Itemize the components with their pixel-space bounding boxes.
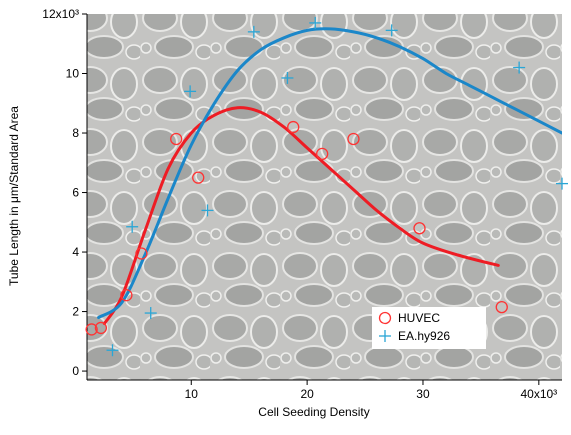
eahy926-data-point [309,16,322,29]
legend-huvec-label: HUVEC [398,311,440,325]
x-axis-ticks: 10 20 30 40x10³ [185,380,557,401]
huvec-data-point [413,222,426,235]
y-tick-label: 8 [72,126,79,140]
y-axis-title: Tube Length in μm/Standard Area [7,106,21,286]
x-tick-label: 10 [185,387,199,401]
legend: HUVEC EA.hy926 [372,307,486,349]
x-tick-label: 30 [416,387,430,401]
huvec-data-point [192,171,205,184]
data-points [85,16,568,357]
huvec-data-point [85,323,98,336]
huvec-data-point [495,300,508,314]
huvec-data-point [287,120,300,134]
huvec-data-point [347,132,360,146]
huvec-data-point [120,289,133,302]
eahy926-data-point [126,220,139,233]
huvec-data-point [94,321,108,335]
legend-eahy926-plus-icon [379,330,391,342]
eahy926-data-point [513,61,526,74]
eahy926-data-point [385,24,398,37]
eahy926-fit-curve [97,27,562,319]
x-tick-label: 20 [300,387,314,401]
eahy926-data-point [247,25,260,38]
y-axis-ticks: 0 2 4 6 8 10 12x10³ [42,7,87,378]
huvec-data-point [316,147,329,161]
x-tick-label: 40x10³ [520,387,557,401]
y-tick-label: 0 [72,364,79,378]
fit-curves [97,27,562,325]
huvec-fit-curve [102,106,500,325]
y-tick-label: 2 [72,305,79,319]
y-tick-label: 4 [72,245,79,259]
y-tick-label: 10 [66,67,80,81]
legend-eahy926-label: EA.hy926 [398,329,450,343]
eahy926-data-point [281,71,294,84]
eahy926-data-point [106,344,119,357]
huvec-data-point [170,132,183,146]
x-axis-title: Cell Seeding Density [258,405,369,419]
eahy926-data-point [201,204,214,217]
eahy926-data-point [144,307,157,320]
huvec-data-point [135,247,148,260]
y-tick-label: 12x10³ [42,7,79,21]
y-tick-label: 6 [72,186,79,200]
eahy926-data-point [184,85,197,98]
legend-box [372,307,486,349]
legend-huvec-circle-icon [378,311,392,325]
eahy926-data-point [556,177,568,190]
